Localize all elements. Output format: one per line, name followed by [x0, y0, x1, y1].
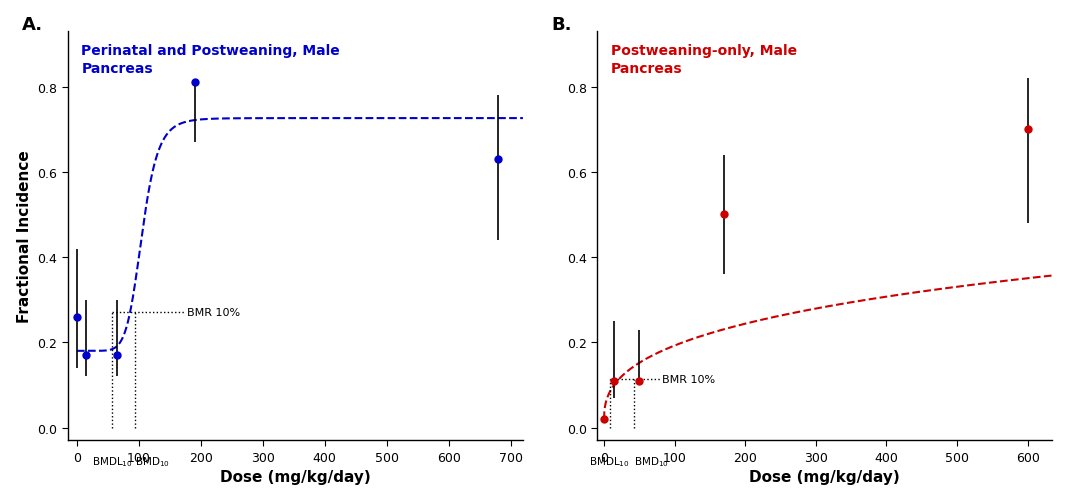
Y-axis label: Fractional Incidence: Fractional Incidence	[17, 150, 32, 323]
X-axis label: Dose (mg/kg/day): Dose (mg/kg/day)	[220, 469, 371, 484]
Text: BMDL$_{10}$: BMDL$_{10}$	[589, 454, 630, 467]
Text: BMR 10%: BMR 10%	[662, 374, 715, 384]
Text: BMR 10%: BMR 10%	[187, 307, 239, 317]
Text: B.: B.	[552, 16, 572, 34]
Text: A.: A.	[22, 16, 43, 34]
X-axis label: Dose (mg/kg/day): Dose (mg/kg/day)	[749, 469, 900, 484]
Text: BMDL$_{10}$: BMDL$_{10}$	[92, 454, 133, 467]
Text: BMD$_{10}$: BMD$_{10}$	[135, 454, 170, 467]
Text: Postweaning-only, Male
Pancreas: Postweaning-only, Male Pancreas	[610, 44, 796, 76]
Text: BMD$_{10}$: BMD$_{10}$	[635, 454, 669, 467]
Text: Perinatal and Postweaning, Male
Pancreas: Perinatal and Postweaning, Male Pancreas	[81, 44, 340, 76]
